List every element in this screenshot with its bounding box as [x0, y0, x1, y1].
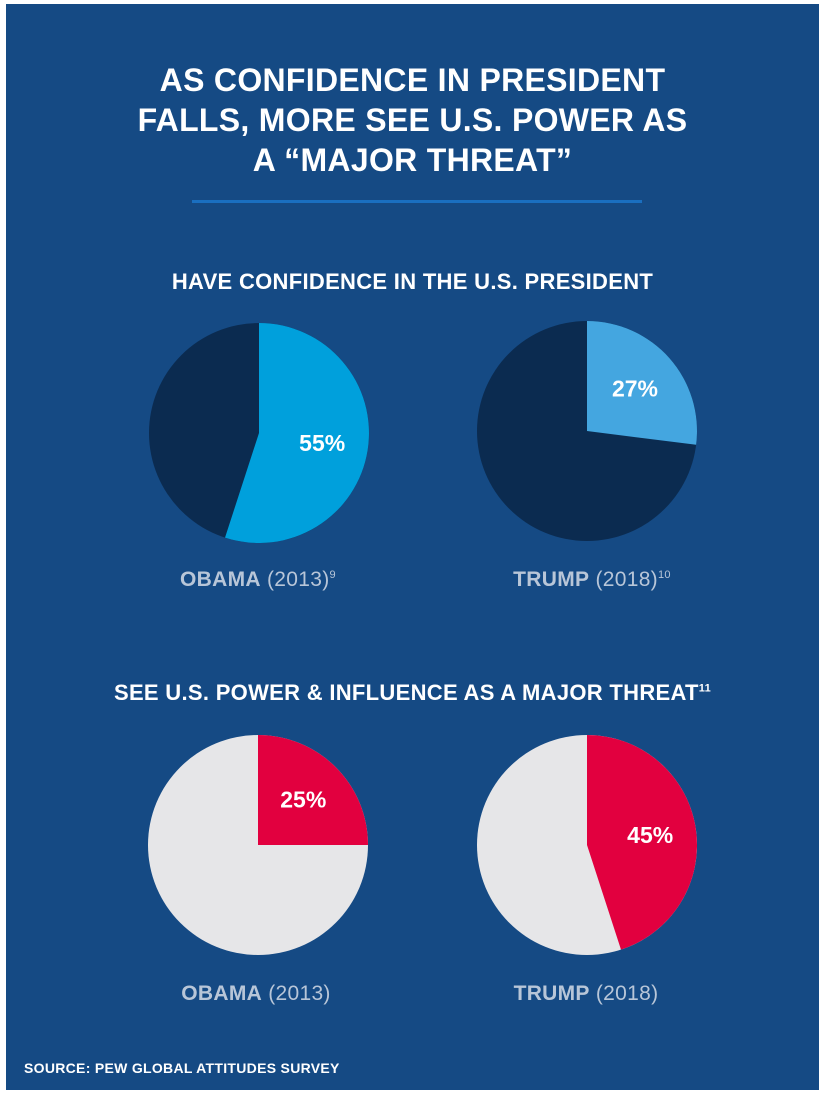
- obama-threat-year: (2013): [268, 982, 331, 1005]
- trump-confidence-slice: [587, 321, 697, 445]
- source-note: SOURCE: PEW GLOBAL ATTITUDES SURVEY: [24, 1060, 340, 1076]
- title-line-2: FALLS, MORE SEE U.S. POWER AS: [137, 102, 688, 138]
- title-line-3: A “MAJOR THREAT”: [252, 142, 573, 178]
- trump-threat-value-label: 45%: [627, 822, 673, 848]
- obama-confidence-value-label: 55%: [299, 430, 345, 456]
- trump-confidence-pie: 27%: [477, 321, 697, 541]
- obama-threat-label: OBAMA (2013): [126, 982, 386, 1006]
- trump-confidence-value-label: 27%: [612, 376, 658, 402]
- obama-confidence-label: OBAMA (2013)9: [128, 568, 388, 592]
- obama-confidence-slice: [225, 323, 369, 543]
- trump-threat-name: TRUMP: [513, 982, 590, 1005]
- trump-threat-label: TRUMP (2018): [456, 982, 716, 1006]
- infographic-panel: [6, 4, 819, 1090]
- confidence-section-title: HAVE CONFIDENCE IN THE U.S. PRESIDENT: [0, 269, 825, 295]
- threat-section-title: SEE U.S. POWER & INFLUENCE AS A MAJOR TH…: [0, 680, 825, 706]
- trump-threat-pie: 45%: [477, 735, 698, 955]
- obama-confidence-name: OBAMA: [180, 568, 261, 591]
- title-line-1: AS CONFIDENCE IN PRESIDENT: [159, 62, 666, 98]
- trump-confidence-label: TRUMP (2018)10: [462, 568, 722, 592]
- obama-threat-slice: [258, 735, 368, 845]
- threat-section-footnote: 11: [698, 682, 712, 695]
- obama-confidence-year: (2013): [267, 568, 330, 591]
- infographic-title: AS CONFIDENCE IN PRESIDENT FALLS, MORE S…: [0, 60, 825, 180]
- obama-threat-value-label: 25%: [280, 787, 326, 813]
- obama-confidence-footnote: 9: [329, 569, 336, 581]
- trump-confidence-year: (2018): [595, 568, 658, 591]
- trump-confidence-name: TRUMP: [513, 568, 590, 591]
- trump-confidence-footnote: 10: [657, 569, 671, 581]
- title-divider: [192, 200, 642, 203]
- threat-section-title-text: SEE U.S. POWER & INFLUENCE AS A MAJOR TH…: [113, 680, 699, 705]
- obama-confidence-pie: 55%: [149, 323, 369, 543]
- trump-threat-slice: [587, 735, 698, 950]
- obama-threat-name: OBAMA: [181, 982, 263, 1005]
- trump-threat-year: (2018): [595, 982, 659, 1005]
- obama-threat-pie: 25%: [148, 735, 368, 955]
- confidence-section-title-text: HAVE CONFIDENCE IN THE U.S. PRESIDENT: [171, 269, 654, 294]
